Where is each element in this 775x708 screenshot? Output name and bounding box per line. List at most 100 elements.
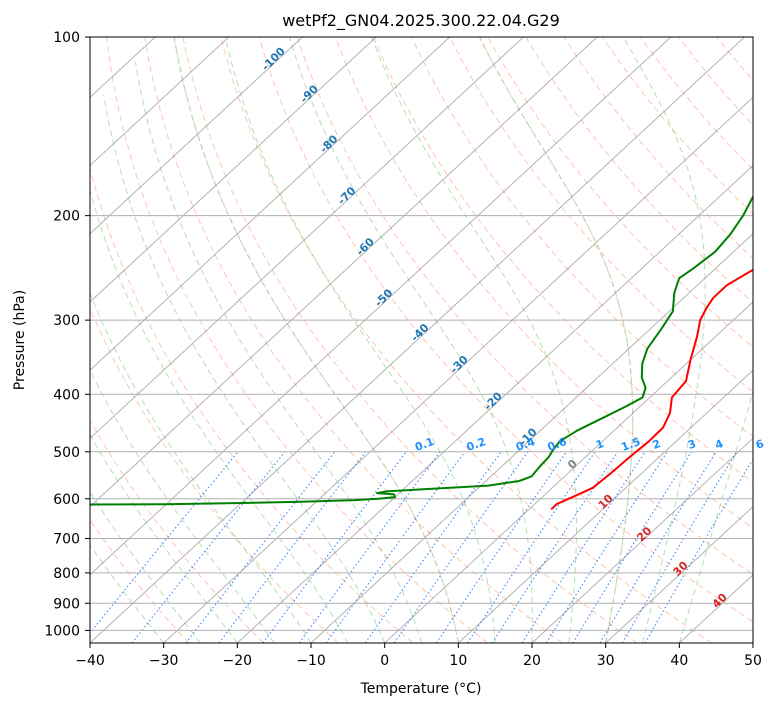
mixing-ratio-label: 4 xyxy=(713,437,725,452)
isotherm-line xyxy=(90,37,377,303)
x-axis-label: Temperature (°C) xyxy=(360,681,482,697)
isotherm-line xyxy=(163,96,753,643)
isotherm-line xyxy=(90,37,524,440)
pressure-gridlines xyxy=(90,37,753,631)
dry-adiabat xyxy=(334,37,753,529)
moist-adiabat xyxy=(90,188,349,643)
x-tick-label: −20 xyxy=(223,653,253,669)
isotherm-line xyxy=(531,437,753,643)
mixing-ratio-label: 0.4 xyxy=(514,435,537,454)
mixing-ratio-line xyxy=(644,457,753,643)
mixing-ratio-line xyxy=(521,451,646,643)
dry-adiabat xyxy=(372,37,753,483)
mixing-ratio-line xyxy=(621,451,738,643)
mixing-ratio-line xyxy=(491,451,619,643)
mixing-ratio-line xyxy=(572,451,693,643)
y-tick-label: 500 xyxy=(53,445,80,461)
moist-adiabat xyxy=(288,37,533,643)
mixing-ratio-line xyxy=(466,451,596,643)
dry-adiabat xyxy=(90,419,264,643)
dry-adiabat xyxy=(144,37,563,643)
y-tick-label: 200 xyxy=(53,209,80,225)
x-tick-label: 40 xyxy=(670,653,688,669)
mixing-ratio-label: 0.6 xyxy=(546,435,569,454)
moist-adiabat xyxy=(370,37,577,643)
y-tick-label: 600 xyxy=(53,492,80,508)
x-tick-label: −40 xyxy=(75,653,105,669)
plot-frame xyxy=(89,36,754,644)
mixing-ratio-label: 0.1 xyxy=(413,435,436,454)
moist-adiabat xyxy=(134,61,422,643)
dry-adiabat xyxy=(90,307,339,643)
dry-adiabat xyxy=(677,37,753,126)
isotherm-label: -90 xyxy=(298,82,321,105)
isotherm-label: 40 xyxy=(710,591,730,611)
mixing-ratio-line xyxy=(393,451,529,643)
x-tick-label: 20 xyxy=(523,653,541,669)
y-axis-label: Pressure (hPa) xyxy=(12,290,28,390)
isotherm-label: -80 xyxy=(317,132,340,155)
mixing-ratio-label: 6 xyxy=(754,437,766,452)
moist-adiabat xyxy=(90,491,201,643)
dry-adiabat xyxy=(411,37,753,438)
isotherm-line xyxy=(310,233,753,643)
moist-adiabat xyxy=(90,544,165,643)
y-tick-label: 800 xyxy=(53,566,80,582)
isotherm-label: 10 xyxy=(596,492,616,512)
mixing-ratio-line xyxy=(131,451,286,643)
x-tick-label: 10 xyxy=(449,653,467,669)
mixing-ratio-line xyxy=(435,451,567,643)
isotherm-line xyxy=(752,642,753,643)
mixing-ratio-label: 3 xyxy=(686,437,698,452)
dewpoint-line xyxy=(90,156,753,506)
isotherm-label: -70 xyxy=(335,184,358,207)
isotherm-line xyxy=(90,37,303,235)
x-axis-ticks: −40 −30 −20 −10 0 10 20 30 40 50 xyxy=(75,643,762,669)
mixing-ratio-line xyxy=(545,451,668,643)
y-axis-ticks: 100 200 300 400 500 600 700 800 900 1000 xyxy=(44,30,90,639)
mixing-ratio-line xyxy=(262,451,407,643)
mixing-ratio-label: 0.2 xyxy=(465,435,488,454)
dry-adiabat xyxy=(563,37,753,259)
mixing-ratio-line xyxy=(185,451,336,643)
dry-adiabat xyxy=(90,519,190,643)
background-lines xyxy=(90,24,775,643)
isotherm-line xyxy=(605,505,753,643)
y-tick-label: 700 xyxy=(53,532,80,548)
isotherm-label: 20 xyxy=(634,524,654,544)
isotherm-line xyxy=(90,37,745,643)
y-tick-label: 100 xyxy=(53,30,80,46)
mixing-ratio-line xyxy=(298,451,441,643)
dry-adiabat xyxy=(744,24,775,643)
chart-title: wetPf2_GN04.2025.300.22.04.G29 xyxy=(282,11,560,31)
x-tick-label: −10 xyxy=(296,653,326,669)
dry-adiabat xyxy=(258,37,753,623)
dry-adiabat xyxy=(525,37,753,304)
mixing-ratio-label: 1.5 xyxy=(619,435,642,454)
mixing-ratio-line xyxy=(90,451,239,634)
mixing-ratio-line xyxy=(218,451,367,643)
dry-adiabat xyxy=(106,37,488,643)
isotherm-label: -20 xyxy=(482,389,505,412)
moist-adiabat xyxy=(678,389,753,643)
dry-adiabat xyxy=(449,37,753,393)
moist-adiabat xyxy=(103,94,386,643)
x-tick-label: 30 xyxy=(597,653,615,669)
isotherm-label: -60 xyxy=(354,235,377,258)
isotherm-line xyxy=(90,37,672,576)
mixing-ratio-line xyxy=(325,451,466,643)
isotherm-line xyxy=(90,37,451,371)
dry-adiabat xyxy=(296,37,753,576)
dry-adiabat xyxy=(716,37,753,81)
isotherm-label: -50 xyxy=(372,286,395,309)
isotherm-line xyxy=(457,369,753,643)
moist-adiabat xyxy=(478,37,634,643)
y-tick-label: 900 xyxy=(53,596,80,612)
y-tick-label: 400 xyxy=(53,387,80,403)
x-tick-label: −30 xyxy=(149,653,179,669)
y-tick-label: 1000 xyxy=(44,623,80,639)
isotherm-label: -30 xyxy=(448,353,471,376)
x-tick-label: 50 xyxy=(744,653,762,669)
